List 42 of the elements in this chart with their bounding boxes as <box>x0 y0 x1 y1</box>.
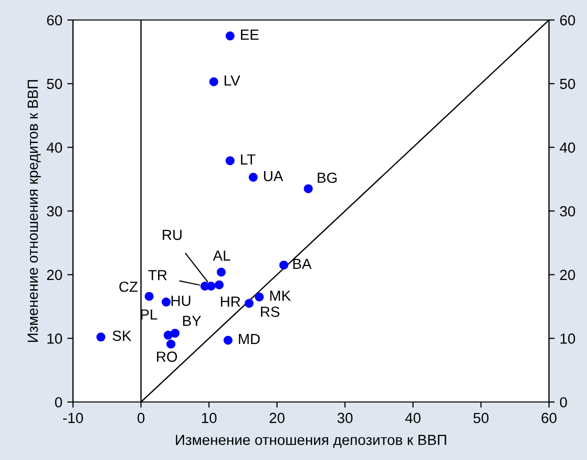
annotation: EE <box>241 30 259 40</box>
y2-tick-label: 50 <box>560 78 576 90</box>
y-tick-label: 0 <box>55 397 62 408</box>
y-tick-label: 40 <box>46 142 62 153</box>
x-tick-label: 30 <box>337 412 353 424</box>
annotation: HR <box>220 296 240 307</box>
y-axis-title: Изменение отношения кредитов к ВВП <box>28 80 41 342</box>
annotation: HU <box>172 296 190 306</box>
annotation: BY <box>183 316 202 326</box>
x-tick-label: 20 <box>270 412 285 424</box>
y-tick-label: 60 <box>47 15 62 26</box>
annotation: AL <box>212 250 230 261</box>
annotation: MD <box>238 334 260 344</box>
annotation: UA <box>264 170 284 182</box>
x-tick-label: 50 <box>473 412 489 424</box>
annotation: MK <box>270 290 291 301</box>
x-tick-label: -10 <box>63 412 83 424</box>
y2-tick-label: 30 <box>560 206 576 216</box>
annotation: TR <box>148 270 167 280</box>
annotation: BG <box>318 172 337 183</box>
y-tick-label: 30 <box>46 206 62 216</box>
annotation: RO <box>157 352 177 362</box>
y2-tick-label: 10 <box>560 333 576 344</box>
y2-tick-label: 60 <box>560 15 576 26</box>
annotation: BA <box>293 258 312 269</box>
annotation: RS <box>261 306 280 317</box>
y-tick-label: 20 <box>47 270 62 280</box>
x-tick-label: 40 <box>405 412 421 424</box>
x-tick-label: 0 <box>138 412 144 424</box>
annotation: SK <box>112 330 132 341</box>
y-tick-label: 50 <box>46 78 62 90</box>
annotation: CZ <box>119 282 138 292</box>
x-axis-title: Изменение отношения депозитов к ВВП <box>176 434 446 448</box>
y2-tick-label: 40 <box>560 142 576 153</box>
y-tick-label: 10 <box>47 333 62 344</box>
y2-tick-label: 20 <box>560 270 576 280</box>
x-tick-label: 10 <box>202 412 217 424</box>
annotation: LT <box>241 154 256 164</box>
annotation: RU <box>162 230 182 240</box>
annotation: LV <box>224 75 240 86</box>
y2-tick-label: 0 <box>560 397 567 408</box>
x-tick-label: 60 <box>542 412 557 424</box>
